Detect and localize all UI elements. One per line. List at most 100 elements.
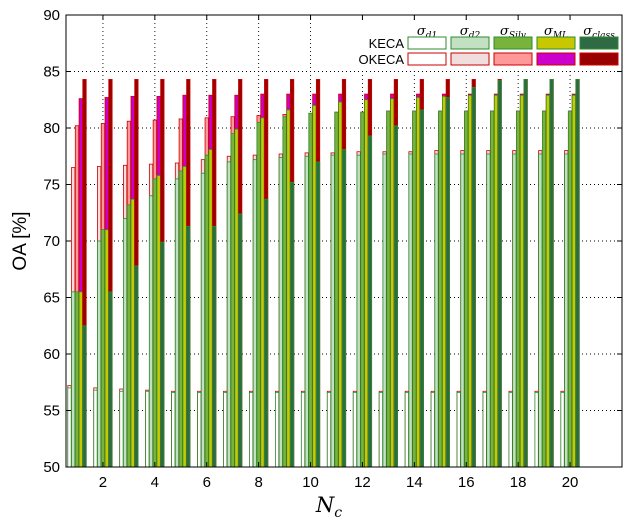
legend-header-symbol: σ (583, 24, 593, 39)
keca-bar-class (315, 161, 321, 468)
y-axis-label: OA [%] (10, 211, 31, 270)
legend-header-subscript: class (592, 31, 615, 41)
keca-bar-Silv (256, 121, 261, 468)
keca-bar-ML (130, 198, 135, 468)
legend-swatch-okeca-ML (536, 52, 576, 66)
keca-bar-d2 (330, 154, 335, 468)
keca-bar-d1 (560, 392, 565, 468)
keca-bar-ML (260, 117, 265, 468)
keca-bar-d2 (512, 153, 517, 468)
keca-bar-class (212, 225, 217, 468)
keca-bar-d1 (352, 392, 358, 468)
legend-header-symbol: σ (544, 24, 554, 39)
keca-bar-class (289, 181, 295, 468)
keca-bar-d2 (486, 153, 491, 468)
legend-header-subscript: ML (552, 31, 568, 41)
keca-bar-Silv (360, 111, 365, 468)
keca-bar-Silv (542, 110, 547, 468)
keca-bar-class (367, 135, 373, 468)
keca-bar-d2 (226, 161, 231, 468)
keca-bar-class (341, 149, 347, 468)
y-tick-label: 50 (43, 459, 60, 476)
x-tick-label: 4 (151, 474, 159, 491)
legend-swatch-okeca-Silv (493, 52, 533, 66)
keca-bar-class (186, 225, 191, 468)
keca-bar-Silv (490, 110, 495, 468)
keca-bar-d2 (408, 153, 413, 468)
legend-swatch-keca-Silv (493, 36, 533, 50)
keca-bar-class (419, 109, 424, 468)
keca-bar-d2 (278, 156, 283, 468)
keca-bar-class (523, 79, 528, 468)
keca-bar-ML (312, 105, 317, 468)
keca-bar-Silv (308, 112, 313, 468)
y-tick-label: 65 (43, 290, 60, 307)
x-tick-label: 2 (99, 474, 107, 491)
legend-swatch-okeca-d1 (407, 52, 447, 66)
keca-bar-ML (234, 128, 239, 468)
keca-bar-Silv (386, 110, 391, 468)
legend-header-symbol: σ (417, 24, 427, 39)
keca-bar-ML (390, 98, 395, 468)
keca-bar-class (575, 79, 580, 468)
y-tick-label: 90 (43, 7, 60, 24)
keca-bar-ML (78, 291, 83, 468)
keca-bar-d1 (430, 392, 435, 468)
keca-bar-d2 (434, 153, 439, 468)
keca-bar-Silv (74, 291, 80, 468)
keca-bar-Silv (126, 204, 131, 468)
keca-bar-class (108, 291, 113, 468)
keca-bar-d2 (460, 153, 465, 468)
keca-bar-d1 (171, 392, 176, 468)
legend-label-okeca: OKECA (358, 52, 404, 67)
legend-swatch-keca-ML (536, 36, 576, 50)
keca-bar-d2 (538, 153, 543, 468)
x-axis: 2 4 6 8 10 12 14 16 18 20 (99, 15, 579, 491)
keca-bar-d2 (174, 178, 180, 468)
keca-bar-d1 (378, 392, 384, 468)
keca-bar-d1 (508, 392, 513, 468)
keca-bar-class (471, 86, 476, 468)
keca-bar-Silv (438, 110, 443, 468)
legend-header-symbol: σ (500, 24, 510, 39)
x-tick-label: 16 (458, 474, 475, 491)
legend-swatch-keca-class (579, 36, 619, 50)
keca-bar-class (445, 97, 450, 468)
keca-bar-ML (182, 166, 187, 468)
keca-bar-ML (104, 229, 109, 468)
legend-header-Silv: σSilv (500, 24, 526, 41)
legend-header-subscript: Silv (509, 31, 526, 41)
keca-bar-d1 (534, 392, 539, 468)
keca-bar-ML (364, 99, 369, 468)
x-tick-label: 8 (254, 474, 262, 491)
y-tick-label: 85 (43, 64, 60, 81)
y-tick-label: 75 (43, 177, 60, 194)
keca-bar-d1 (404, 392, 409, 468)
keca-bar-class (82, 325, 87, 468)
keca-bar-class (393, 125, 399, 468)
x-axis-label-sub: c (334, 505, 342, 521)
keca-bar-d2 (148, 195, 154, 468)
keca-bar-Silv (516, 110, 521, 468)
keca-bar-Silv (464, 110, 469, 468)
keca-bar-ML (493, 94, 499, 468)
keca-bar-ML (545, 94, 551, 468)
x-tick-label: 6 (203, 474, 211, 491)
keca-bar-class (264, 198, 269, 468)
keca-bar-d2 (304, 155, 309, 468)
keca-bar-d1 (119, 390, 124, 468)
legend-header-class: σclass (583, 24, 615, 41)
legend-header-ML: σML (544, 24, 568, 41)
keca-bar-d2 (356, 154, 361, 468)
x-tick-label: 20 (562, 474, 579, 491)
y-tick-label: 55 (43, 403, 60, 420)
keca-bar-Silv (282, 116, 287, 468)
legend-label-keca: KECA (369, 36, 405, 51)
y-tick-label: 60 (43, 346, 60, 363)
y-tick-label: 70 (43, 233, 60, 250)
x-tick-label: 10 (302, 474, 319, 491)
x-tick-label: 12 (354, 474, 371, 491)
x-tick-label: 14 (406, 474, 423, 491)
